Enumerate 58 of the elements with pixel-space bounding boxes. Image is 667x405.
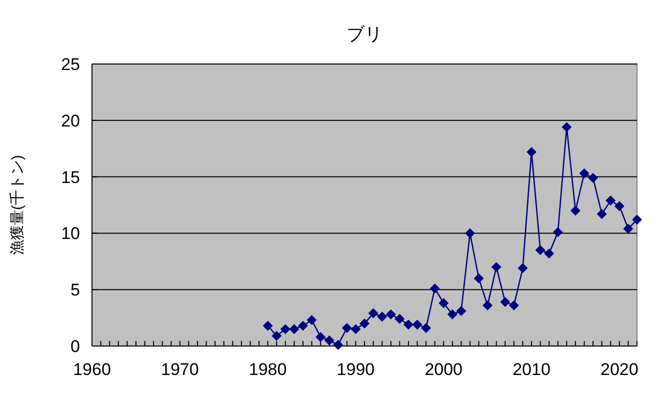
point xyxy=(500,297,510,308)
point xyxy=(614,201,624,212)
point xyxy=(280,324,290,334)
point xyxy=(588,172,598,183)
point xyxy=(272,330,282,341)
point xyxy=(526,146,537,157)
y-tick-label: 10 xyxy=(61,224,80,244)
point xyxy=(474,273,484,284)
point xyxy=(606,195,616,206)
point xyxy=(579,168,590,178)
point xyxy=(491,262,502,272)
point xyxy=(596,209,607,220)
x-tick-label: 1980 xyxy=(248,360,287,379)
y-tick-label: 0 xyxy=(70,337,80,356)
point xyxy=(333,340,344,350)
chart-title: ブリ xyxy=(346,24,382,44)
point xyxy=(289,324,300,334)
point xyxy=(360,318,370,328)
point xyxy=(464,228,475,238)
y-tick-label: 5 xyxy=(70,280,80,300)
y-axis-title: 漁獲量(千トン) xyxy=(9,155,26,255)
point xyxy=(394,314,405,324)
point xyxy=(430,283,440,294)
point xyxy=(324,335,334,346)
x-tick-label: 1970 xyxy=(160,360,199,379)
point xyxy=(508,300,519,310)
point xyxy=(350,324,361,334)
point xyxy=(447,309,458,320)
point xyxy=(632,214,642,225)
x-tick-label: 2000 xyxy=(424,360,463,379)
point xyxy=(518,263,528,274)
point xyxy=(552,227,563,238)
point xyxy=(438,298,449,308)
point xyxy=(544,248,554,259)
point xyxy=(482,300,493,310)
point xyxy=(316,332,326,342)
point xyxy=(623,224,634,234)
point xyxy=(262,320,273,331)
point xyxy=(570,206,580,216)
x-tick-label: 2010 xyxy=(512,360,550,379)
y-tick-label: 15 xyxy=(61,168,80,187)
point xyxy=(342,322,352,333)
point xyxy=(535,245,546,256)
point xyxy=(368,308,378,318)
point xyxy=(298,320,308,331)
x-tick-label: 2020 xyxy=(600,360,638,379)
point xyxy=(403,320,414,330)
point xyxy=(456,306,466,316)
y-tick-label: 25 xyxy=(61,55,80,74)
point xyxy=(562,122,572,132)
point xyxy=(306,315,317,326)
y-tick-label: 20 xyxy=(61,111,80,130)
x-tick-label: 1990 xyxy=(336,360,375,379)
point xyxy=(377,312,388,322)
point xyxy=(412,320,422,330)
point xyxy=(421,322,432,333)
x-tick-label: 1960 xyxy=(73,360,111,379)
point xyxy=(386,309,396,320)
